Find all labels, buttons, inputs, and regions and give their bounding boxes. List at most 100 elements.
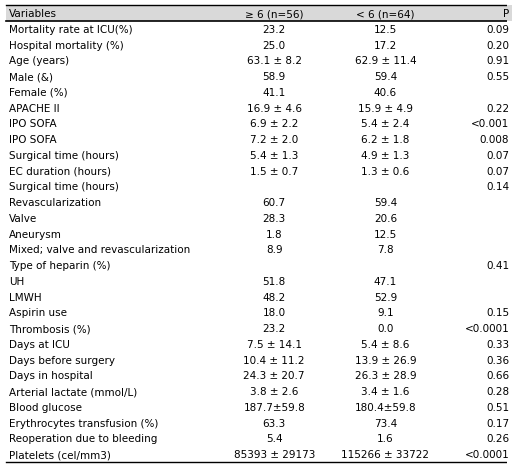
Text: 4.9 ± 1.3: 4.9 ± 1.3 <box>361 150 410 160</box>
Text: 0.22: 0.22 <box>486 103 509 113</box>
Text: Blood glucose: Blood glucose <box>9 402 82 412</box>
Text: LMWH: LMWH <box>9 292 41 302</box>
Text: Aspirin use: Aspirin use <box>9 307 67 317</box>
Text: IPO SOFA: IPO SOFA <box>9 119 57 129</box>
Text: Valve: Valve <box>9 213 37 223</box>
Text: Mixed; valve and revascularization: Mixed; valve and revascularization <box>9 245 190 255</box>
Text: 0.55: 0.55 <box>486 72 509 82</box>
Text: 12.5: 12.5 <box>374 25 397 35</box>
Text: 23.2: 23.2 <box>263 25 286 35</box>
Text: EC duration (hours): EC duration (hours) <box>9 166 111 176</box>
Text: 24.3 ± 20.7: 24.3 ± 20.7 <box>244 371 305 380</box>
Text: 0.15: 0.15 <box>486 307 509 317</box>
Text: 0.0: 0.0 <box>377 323 394 333</box>
Text: 3.8 ± 2.6: 3.8 ± 2.6 <box>250 387 298 396</box>
Text: Surgical time (hours): Surgical time (hours) <box>9 150 119 160</box>
Text: 0.008: 0.008 <box>480 135 509 145</box>
Text: 1.8: 1.8 <box>266 229 283 239</box>
Text: 0.07: 0.07 <box>486 150 509 160</box>
Text: 0.66: 0.66 <box>486 371 509 380</box>
Text: 115266 ± 33722: 115266 ± 33722 <box>342 449 430 459</box>
Text: 63.1 ± 8.2: 63.1 ± 8.2 <box>247 56 302 66</box>
Text: <0.0001: <0.0001 <box>464 323 509 333</box>
Text: 0.07: 0.07 <box>486 166 509 176</box>
Text: 25.0: 25.0 <box>263 40 286 50</box>
Bar <box>7 6 511 22</box>
Text: 3.4 ± 1.6: 3.4 ± 1.6 <box>361 387 410 396</box>
Text: 180.4±59.8: 180.4±59.8 <box>355 402 416 412</box>
Text: Days at ICU: Days at ICU <box>9 339 70 349</box>
Text: 0.26: 0.26 <box>486 434 509 444</box>
Text: Days in hospital: Days in hospital <box>9 371 93 380</box>
Text: IPO SOFA: IPO SOFA <box>9 135 57 145</box>
Text: UH: UH <box>9 276 24 286</box>
Text: Surgical time (hours): Surgical time (hours) <box>9 182 119 192</box>
Text: ≥ 6 (n=56): ≥ 6 (n=56) <box>245 9 304 19</box>
Text: 7.8: 7.8 <box>377 245 394 255</box>
Text: 23.2: 23.2 <box>263 323 286 333</box>
Text: Thrombosis (%): Thrombosis (%) <box>9 323 91 333</box>
Text: 0.36: 0.36 <box>486 355 509 365</box>
Text: 0.28: 0.28 <box>486 387 509 396</box>
Text: 5.4 ± 2.4: 5.4 ± 2.4 <box>361 119 410 129</box>
Text: 0.20: 0.20 <box>486 40 509 50</box>
Text: <0.001: <0.001 <box>471 119 509 129</box>
Text: Erythrocytes transfusion (%): Erythrocytes transfusion (%) <box>9 418 158 428</box>
Text: 1.5 ± 0.7: 1.5 ± 0.7 <box>250 166 298 176</box>
Text: Hospital mortality (%): Hospital mortality (%) <box>9 40 124 50</box>
Text: 47.1: 47.1 <box>374 276 397 286</box>
Text: 18.0: 18.0 <box>263 307 286 317</box>
Text: APACHE II: APACHE II <box>9 103 59 113</box>
Text: 187.7±59.8: 187.7±59.8 <box>243 402 305 412</box>
Text: 52.9: 52.9 <box>374 292 397 302</box>
Text: 40.6: 40.6 <box>374 88 397 98</box>
Text: 0.14: 0.14 <box>486 182 509 192</box>
Text: 62.9 ± 11.4: 62.9 ± 11.4 <box>355 56 416 66</box>
Text: Platelets (cel/mm3): Platelets (cel/mm3) <box>9 449 111 459</box>
Text: 17.2: 17.2 <box>374 40 397 50</box>
Text: 12.5: 12.5 <box>374 229 397 239</box>
Text: 0.91: 0.91 <box>486 56 509 66</box>
Text: 60.7: 60.7 <box>263 198 286 208</box>
Text: Days before surgery: Days before surgery <box>9 355 115 365</box>
Text: 0.09: 0.09 <box>486 25 509 35</box>
Text: 9.1: 9.1 <box>377 307 394 317</box>
Text: Arterial lactate (mmol/L): Arterial lactate (mmol/L) <box>9 387 137 396</box>
Text: 16.9 ± 4.6: 16.9 ± 4.6 <box>247 103 302 113</box>
Text: Female (%): Female (%) <box>9 88 68 98</box>
Text: 20.6: 20.6 <box>374 213 397 223</box>
Text: 1.3 ± 0.6: 1.3 ± 0.6 <box>361 166 410 176</box>
Text: Mortality rate at ICU(%): Mortality rate at ICU(%) <box>9 25 133 35</box>
Text: 0.51: 0.51 <box>486 402 509 412</box>
Text: Variables: Variables <box>9 9 57 19</box>
Text: 10.4 ± 11.2: 10.4 ± 11.2 <box>244 355 305 365</box>
Text: Type of heparin (%): Type of heparin (%) <box>9 260 111 270</box>
Text: 7.2 ± 2.0: 7.2 ± 2.0 <box>250 135 298 145</box>
Text: 26.3 ± 28.9: 26.3 ± 28.9 <box>355 371 416 380</box>
Text: 58.9: 58.9 <box>263 72 286 82</box>
Text: P: P <box>503 9 509 19</box>
Text: 5.4 ± 1.3: 5.4 ± 1.3 <box>250 150 298 160</box>
Text: 5.4: 5.4 <box>266 434 283 444</box>
Text: 5.4 ± 8.6: 5.4 ± 8.6 <box>361 339 410 349</box>
Text: < 6 (n=64): < 6 (n=64) <box>356 9 415 19</box>
Text: 8.9: 8.9 <box>266 245 283 255</box>
Text: 15.9 ± 4.9: 15.9 ± 4.9 <box>358 103 413 113</box>
Text: 59.4: 59.4 <box>374 198 397 208</box>
Text: 63.3: 63.3 <box>263 418 286 428</box>
Text: 0.17: 0.17 <box>486 418 509 428</box>
Text: <0.0001: <0.0001 <box>464 449 509 459</box>
Text: 6.9 ± 2.2: 6.9 ± 2.2 <box>250 119 298 129</box>
Text: 7.5 ± 14.1: 7.5 ± 14.1 <box>247 339 302 349</box>
Text: 0.41: 0.41 <box>486 260 509 270</box>
Text: 41.1: 41.1 <box>263 88 286 98</box>
Text: Age (years): Age (years) <box>9 56 69 66</box>
Text: Aneurysm: Aneurysm <box>9 229 62 239</box>
Text: 13.9 ± 26.9: 13.9 ± 26.9 <box>355 355 416 365</box>
Text: 85393 ± 29173: 85393 ± 29173 <box>233 449 315 459</box>
Text: 28.3: 28.3 <box>263 213 286 223</box>
Text: Reoperation due to bleeding: Reoperation due to bleeding <box>9 434 157 444</box>
Text: 6.2 ± 1.8: 6.2 ± 1.8 <box>361 135 410 145</box>
Text: Male (&): Male (&) <box>9 72 53 82</box>
Text: 59.4: 59.4 <box>374 72 397 82</box>
